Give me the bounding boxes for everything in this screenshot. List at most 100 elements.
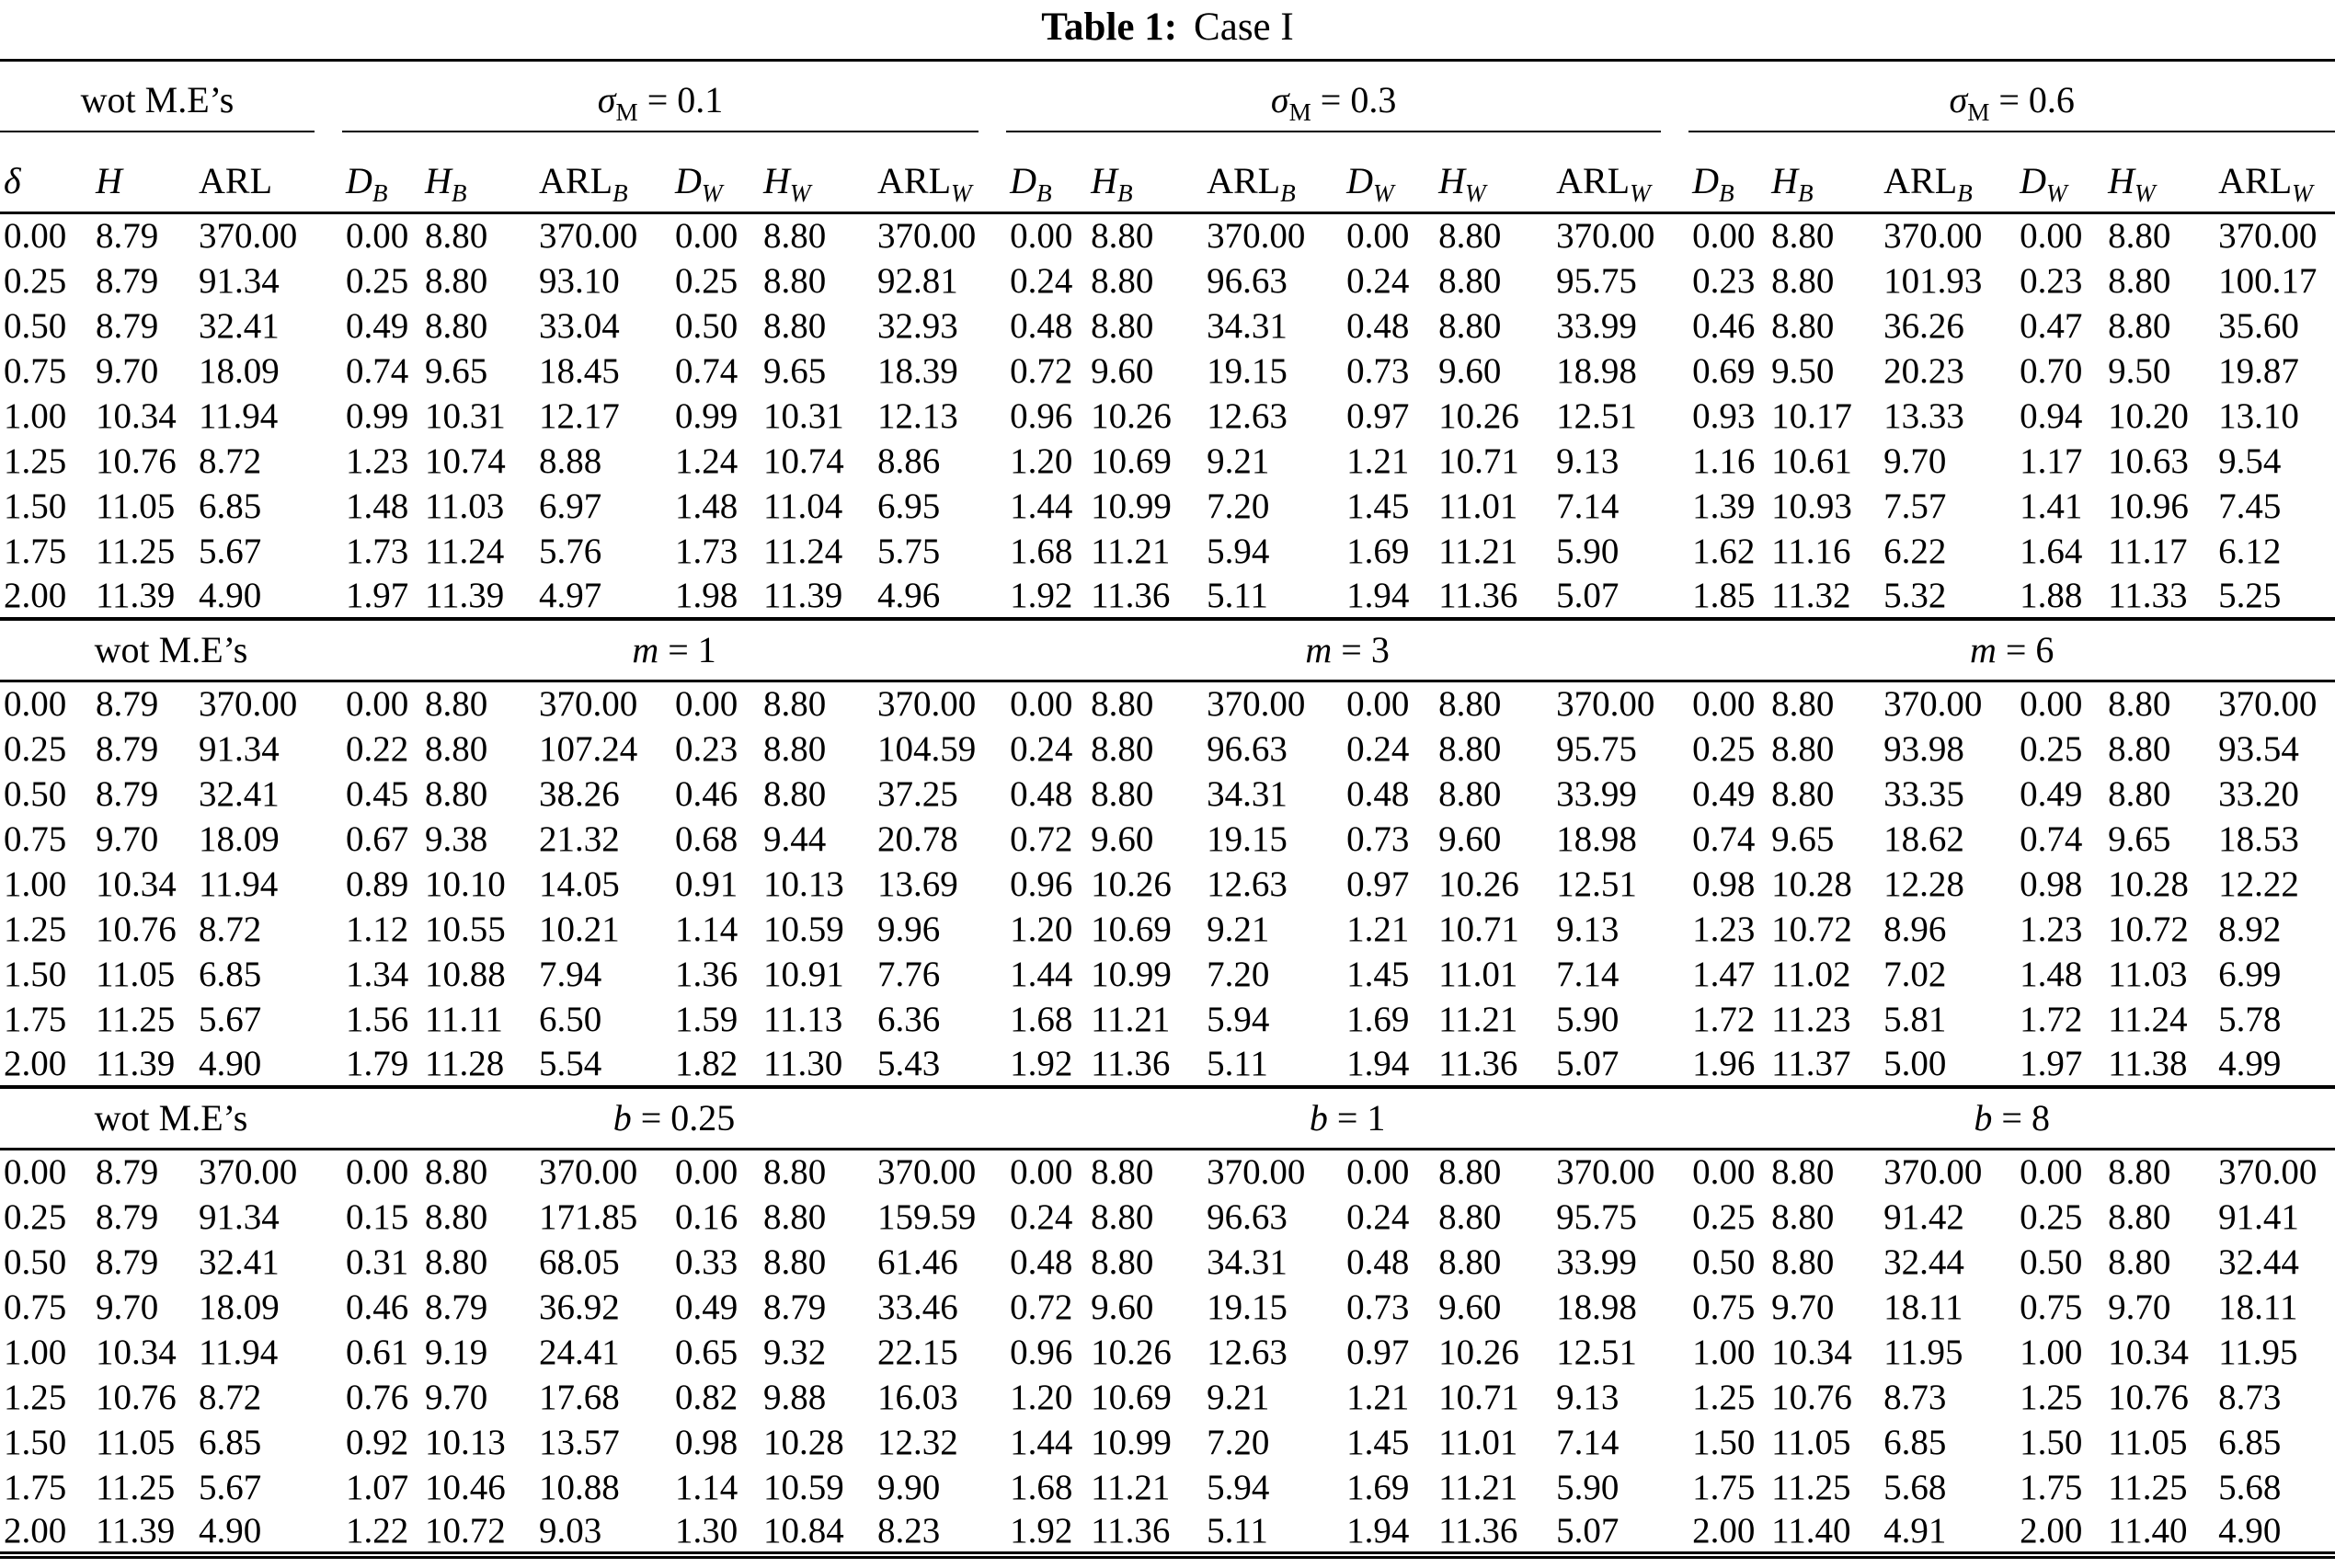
table-cell: 10.69: [1091, 909, 1172, 949]
table-cell: 1.44: [1010, 1422, 1073, 1462]
table-cell: 11.05: [2108, 1422, 2188, 1462]
table-cell: 0.72: [1010, 350, 1073, 391]
table-cell: 11.03: [425, 486, 505, 526]
header-label-subscript: B: [372, 179, 388, 207]
header-label-rest: = 8: [1992, 1097, 2050, 1139]
table-cell: 1.69: [1346, 1467, 1410, 1507]
table-cell: 9.70: [1883, 441, 1947, 481]
stub-group-header: wot M.E’s: [0, 61, 342, 132]
table-cell: 14.05: [539, 864, 620, 904]
header-label-text: b: [612, 1097, 632, 1139]
table-cell: 9.03: [539, 1510, 602, 1551]
table-cell: 5.67: [199, 1467, 262, 1507]
table-row: 1.75 11.25 5.67 1.73 11.24 5.76 1.73 11.24 5.75 1…: [0, 529, 2335, 574]
table-cell: 34.31: [1207, 305, 1288, 346]
table-cell: 35.60: [2218, 305, 2299, 346]
table-cell: 0.00: [1010, 684, 1073, 725]
table-cell: 8.73: [2218, 1377, 2282, 1417]
table-cell: 1.45: [1346, 486, 1410, 526]
column-header: DW: [671, 132, 760, 214]
table-cell: 96.63: [1207, 728, 1288, 769]
table-cell: 10.28: [1771, 864, 1852, 904]
table-cell: 32.41: [199, 1242, 280, 1282]
table-row: 1.25 10.76 8.72 1.12 10.55 10.21 1.14 10.59 9.96…: [0, 907, 2335, 952]
group-header: b = 0.25: [342, 1086, 1007, 1150]
table-cell: 0.50: [4, 1242, 67, 1282]
table-cell: 370.00: [877, 1152, 977, 1193]
table-cell: 36.26: [1883, 305, 1964, 346]
table-cell: 9.90: [877, 1467, 941, 1507]
table-cell: 10.59: [763, 1467, 844, 1507]
table-cell: 12.51: [1556, 395, 1637, 436]
header-label-text: b: [1309, 1097, 1328, 1139]
table-cell: 5.07: [1556, 575, 1620, 615]
table-cell: 11.36: [1438, 1043, 1518, 1083]
table-cell: 5.81: [1883, 999, 1947, 1039]
group-header-label: m = 6: [1688, 628, 2335, 671]
table-cell: 11.39: [96, 1510, 176, 1551]
table-cell: 0.00: [1692, 684, 1756, 725]
table-cell: 0.67: [346, 818, 409, 859]
table-cell: 93.10: [539, 260, 620, 301]
table-cell: 8.80: [763, 260, 827, 301]
table-cell: 1.22: [346, 1510, 409, 1551]
table-cell: 10.34: [96, 864, 177, 904]
table-cell: 0.24: [1346, 728, 1410, 769]
table-cell: 92.81: [877, 260, 958, 301]
table-cell: 20.78: [877, 818, 958, 859]
table-cell: 1.23: [2020, 909, 2083, 949]
table-cell: 370.00: [1556, 216, 1655, 257]
table-cell: 5.94: [1207, 1467, 1270, 1507]
table-cell: 10.88: [425, 954, 506, 994]
table-cell: 1.69: [1346, 531, 1410, 571]
table-cell: 68.05: [539, 1242, 620, 1282]
header-label-rest: = 3: [1332, 629, 1390, 671]
header-label-text: H: [425, 160, 452, 201]
table-cell: 8.80: [1091, 773, 1154, 814]
table-cell: 8.80: [1438, 684, 1502, 725]
table-cell: 2.00: [1692, 1510, 1756, 1551]
table-cell: 10.26: [1438, 864, 1519, 904]
table-cell: 18.62: [1883, 818, 1964, 859]
table-cell: 5.11: [1207, 1510, 1268, 1551]
table-cell: 100.17: [2218, 260, 2318, 301]
group-header-label: m = 1: [342, 628, 1006, 671]
table-cell: 1.79: [346, 1043, 409, 1083]
table-cell: 33.99: [1556, 1242, 1637, 1282]
group-header-row: wot M.E’s σM = 0.1 σM = 0.3 σM = 0.6: [0, 61, 2335, 132]
table-cell: 18.98: [1556, 818, 1637, 859]
table-cell: 20.23: [1883, 350, 1964, 391]
table-cell: 0.00: [675, 216, 738, 257]
table-cell: 12.51: [1556, 864, 1637, 904]
table-cell: 10.71: [1438, 1377, 1519, 1417]
table-cell: 1.97: [346, 575, 409, 615]
table-cell: 11.25: [96, 1467, 176, 1507]
table-cell: 0.00: [2020, 1152, 2083, 1193]
table-cell: 0.50: [2020, 1242, 2083, 1282]
table-cell: 18.53: [2218, 818, 2299, 859]
table-cell: 7.20: [1207, 954, 1270, 994]
table-cell: 370.00: [539, 216, 638, 257]
table-cell: 1.73: [675, 531, 738, 571]
table-cell: 1.36: [675, 954, 738, 994]
table-title-label: Table 1:: [1041, 6, 1178, 49]
table-cell: 8.80: [425, 305, 488, 346]
table-cell: 101.93: [1883, 260, 1983, 301]
table-cell: 8.80: [2108, 1242, 2171, 1282]
table-cell: 11.39: [96, 1043, 176, 1083]
table-cell: 8.80: [2108, 260, 2171, 301]
table-cell: 0.50: [4, 305, 67, 346]
table-cell: 6.95: [877, 486, 941, 526]
table-cell: 0.48: [1010, 1242, 1073, 1282]
table-cell: 10.28: [763, 1422, 844, 1462]
table-cell: 10.93: [1771, 486, 1852, 526]
table-cell: 11.40: [2108, 1510, 2188, 1551]
table-cell: 1.23: [1692, 909, 1756, 949]
results-table: wot M.E’s σM = 0.1 σM = 0.3 σM = 0.6 δ H ARL DB…: [0, 59, 2335, 1559]
table-cell: 9.70: [96, 818, 159, 859]
table-cell: 11.94: [199, 864, 279, 904]
header-label-text: H: [96, 160, 122, 201]
table-cell: 10.31: [425, 395, 506, 436]
table-cell: 0.97: [1346, 395, 1410, 436]
table-cell: 12.32: [877, 1422, 958, 1462]
